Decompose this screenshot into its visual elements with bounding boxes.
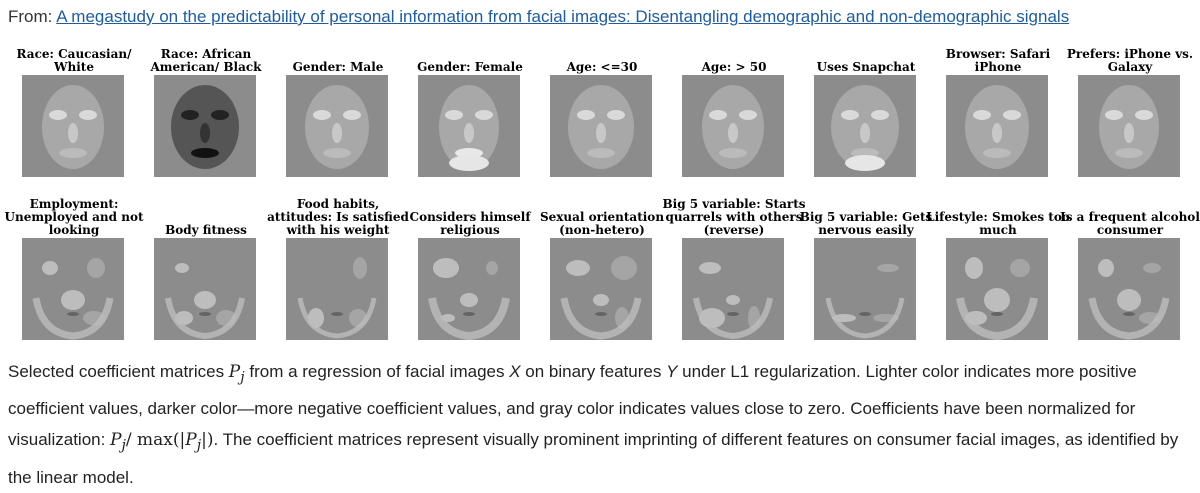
matrix-label: Gender: Female bbox=[417, 60, 523, 74]
matrix-cell: Employment: Unemployed and not looking bbox=[5, 198, 144, 340]
coefficient-matrix-grid: Race: Caucasian/ White Race: African Amer… bbox=[5, 48, 1200, 341]
math-p: P bbox=[110, 430, 122, 451]
matrix-label: Browser: Safari iPhone bbox=[945, 47, 1051, 74]
matrix-label: Body fitness bbox=[165, 223, 247, 237]
caption-text-2: from a regression of facial images bbox=[244, 362, 510, 381]
coefficient-matrix-image bbox=[154, 238, 256, 340]
paper-link[interactable]: A megastudy on the predictability of per… bbox=[56, 7, 1070, 26]
matrix-cell: Gender: Male bbox=[272, 61, 404, 177]
caption-text-4: under L1 regularization. Lighter color i… bbox=[8, 362, 1137, 450]
math-max-open: / max(| bbox=[125, 430, 186, 451]
coefficient-matrix-image bbox=[550, 238, 652, 340]
coefficient-matrix-image bbox=[286, 75, 388, 177]
coefficient-matrix-image bbox=[418, 238, 520, 341]
math-p: P bbox=[185, 430, 197, 451]
matrix-cell: Is a frequent alcohol consumer bbox=[1060, 211, 1200, 340]
math-p: P bbox=[228, 362, 241, 382]
math-max-close: |) bbox=[201, 430, 214, 451]
matrix-cell: Food habits, attitudes: Is satisfied wit… bbox=[267, 198, 409, 340]
matrix-label: Lifestyle: Smokes too much bbox=[926, 210, 1070, 237]
matrix-label: Employment: Unemployed and not looking bbox=[4, 197, 144, 237]
caption-text-3: on binary features bbox=[520, 362, 667, 381]
coefficient-matrix-image bbox=[946, 75, 1048, 177]
figure-caption: Selected coefficient matrices Pj from a … bbox=[8, 356, 1193, 493]
coefficient-matrix-image bbox=[22, 75, 124, 177]
coefficient-matrix-image bbox=[550, 75, 652, 177]
matrix-cell: Lifestyle: Smokes too much bbox=[926, 211, 1070, 341]
coefficient-matrix-image bbox=[154, 75, 256, 177]
matrix-cell: Race: Caucasian/ White bbox=[8, 48, 140, 177]
coefficient-matrix-image bbox=[286, 238, 388, 340]
matrix-cell: Age: <=30 bbox=[536, 61, 668, 177]
caption-math-pj: Pj bbox=[228, 362, 245, 386]
matrix-label: Big 5 variable: Starts quarrels with oth… bbox=[662, 197, 806, 237]
math-sub-j: j bbox=[121, 437, 126, 454]
source-line: From: A megastudy on the predictability … bbox=[8, 7, 1069, 27]
matrix-cell: Browser: Safari iPhone bbox=[932, 48, 1064, 177]
matrix-label: Race: Caucasian/ White bbox=[16, 47, 132, 74]
source-prefix: From: bbox=[8, 7, 53, 26]
caption-var-x: X bbox=[509, 362, 521, 381]
matrix-label: Age: <=30 bbox=[566, 60, 638, 74]
matrix-cell: Big 5 variable: Starts quarrels with oth… bbox=[663, 198, 806, 340]
matrix-cell: Gender: Female bbox=[404, 61, 536, 177]
matrix-cell: Prefers: iPhone vs. Galaxy bbox=[1064, 48, 1196, 177]
matrix-cell: Big 5 variable: Gets nervous easily bbox=[800, 211, 932, 340]
matrix-label: Prefers: iPhone vs. Galaxy bbox=[1066, 47, 1194, 74]
matrix-label: Food habits, attitudes: Is satisfied wit… bbox=[267, 197, 409, 237]
math-sub-j: j bbox=[196, 437, 202, 454]
matrix-label: Uses Snapchat bbox=[816, 60, 916, 74]
coefficient-matrix-image bbox=[1078, 75, 1180, 177]
matrix-label: Is a frequent alcohol consumer bbox=[1060, 210, 1200, 237]
coefficient-matrix-image bbox=[814, 238, 916, 340]
matrix-cell: Sexual orientation (non-hetero) bbox=[536, 211, 668, 340]
matrix-label: Sexual orientation (non-hetero) bbox=[539, 210, 665, 237]
matrix-label: Considers himself religious bbox=[409, 210, 531, 237]
matrix-label: Big 5 variable: Gets nervous easily bbox=[799, 210, 933, 237]
matrix-cell: Race: African American/ Black bbox=[140, 48, 272, 177]
coefficient-matrix-image bbox=[682, 238, 784, 340]
coefficient-matrix-image bbox=[946, 238, 1048, 341]
coefficient-matrix-image bbox=[814, 75, 916, 177]
caption-var-y: Y bbox=[666, 362, 678, 381]
caption-math-normalization: Pj/ max(|Pj|) bbox=[110, 430, 214, 453]
caption-text-1: Selected coefficient matrices bbox=[8, 362, 229, 381]
coefficient-matrix-image bbox=[682, 75, 784, 177]
matrix-cell: Considers himself religious bbox=[404, 211, 536, 341]
matrix-label: Age: > 50 bbox=[701, 60, 767, 74]
matrix-cell: Body fitness bbox=[140, 224, 272, 340]
coefficient-matrix-image bbox=[1078, 238, 1180, 340]
matrix-cell: Uses Snapchat bbox=[800, 61, 932, 177]
matrix-label: Gender: Male bbox=[292, 60, 384, 74]
math-sub-j: j bbox=[240, 369, 245, 386]
coefficient-matrix-image bbox=[418, 75, 520, 177]
matrix-cell: Age: > 50 bbox=[668, 61, 800, 177]
matrix-label: Race: African American/ Black bbox=[150, 47, 262, 74]
coefficient-matrix-image bbox=[22, 238, 124, 340]
